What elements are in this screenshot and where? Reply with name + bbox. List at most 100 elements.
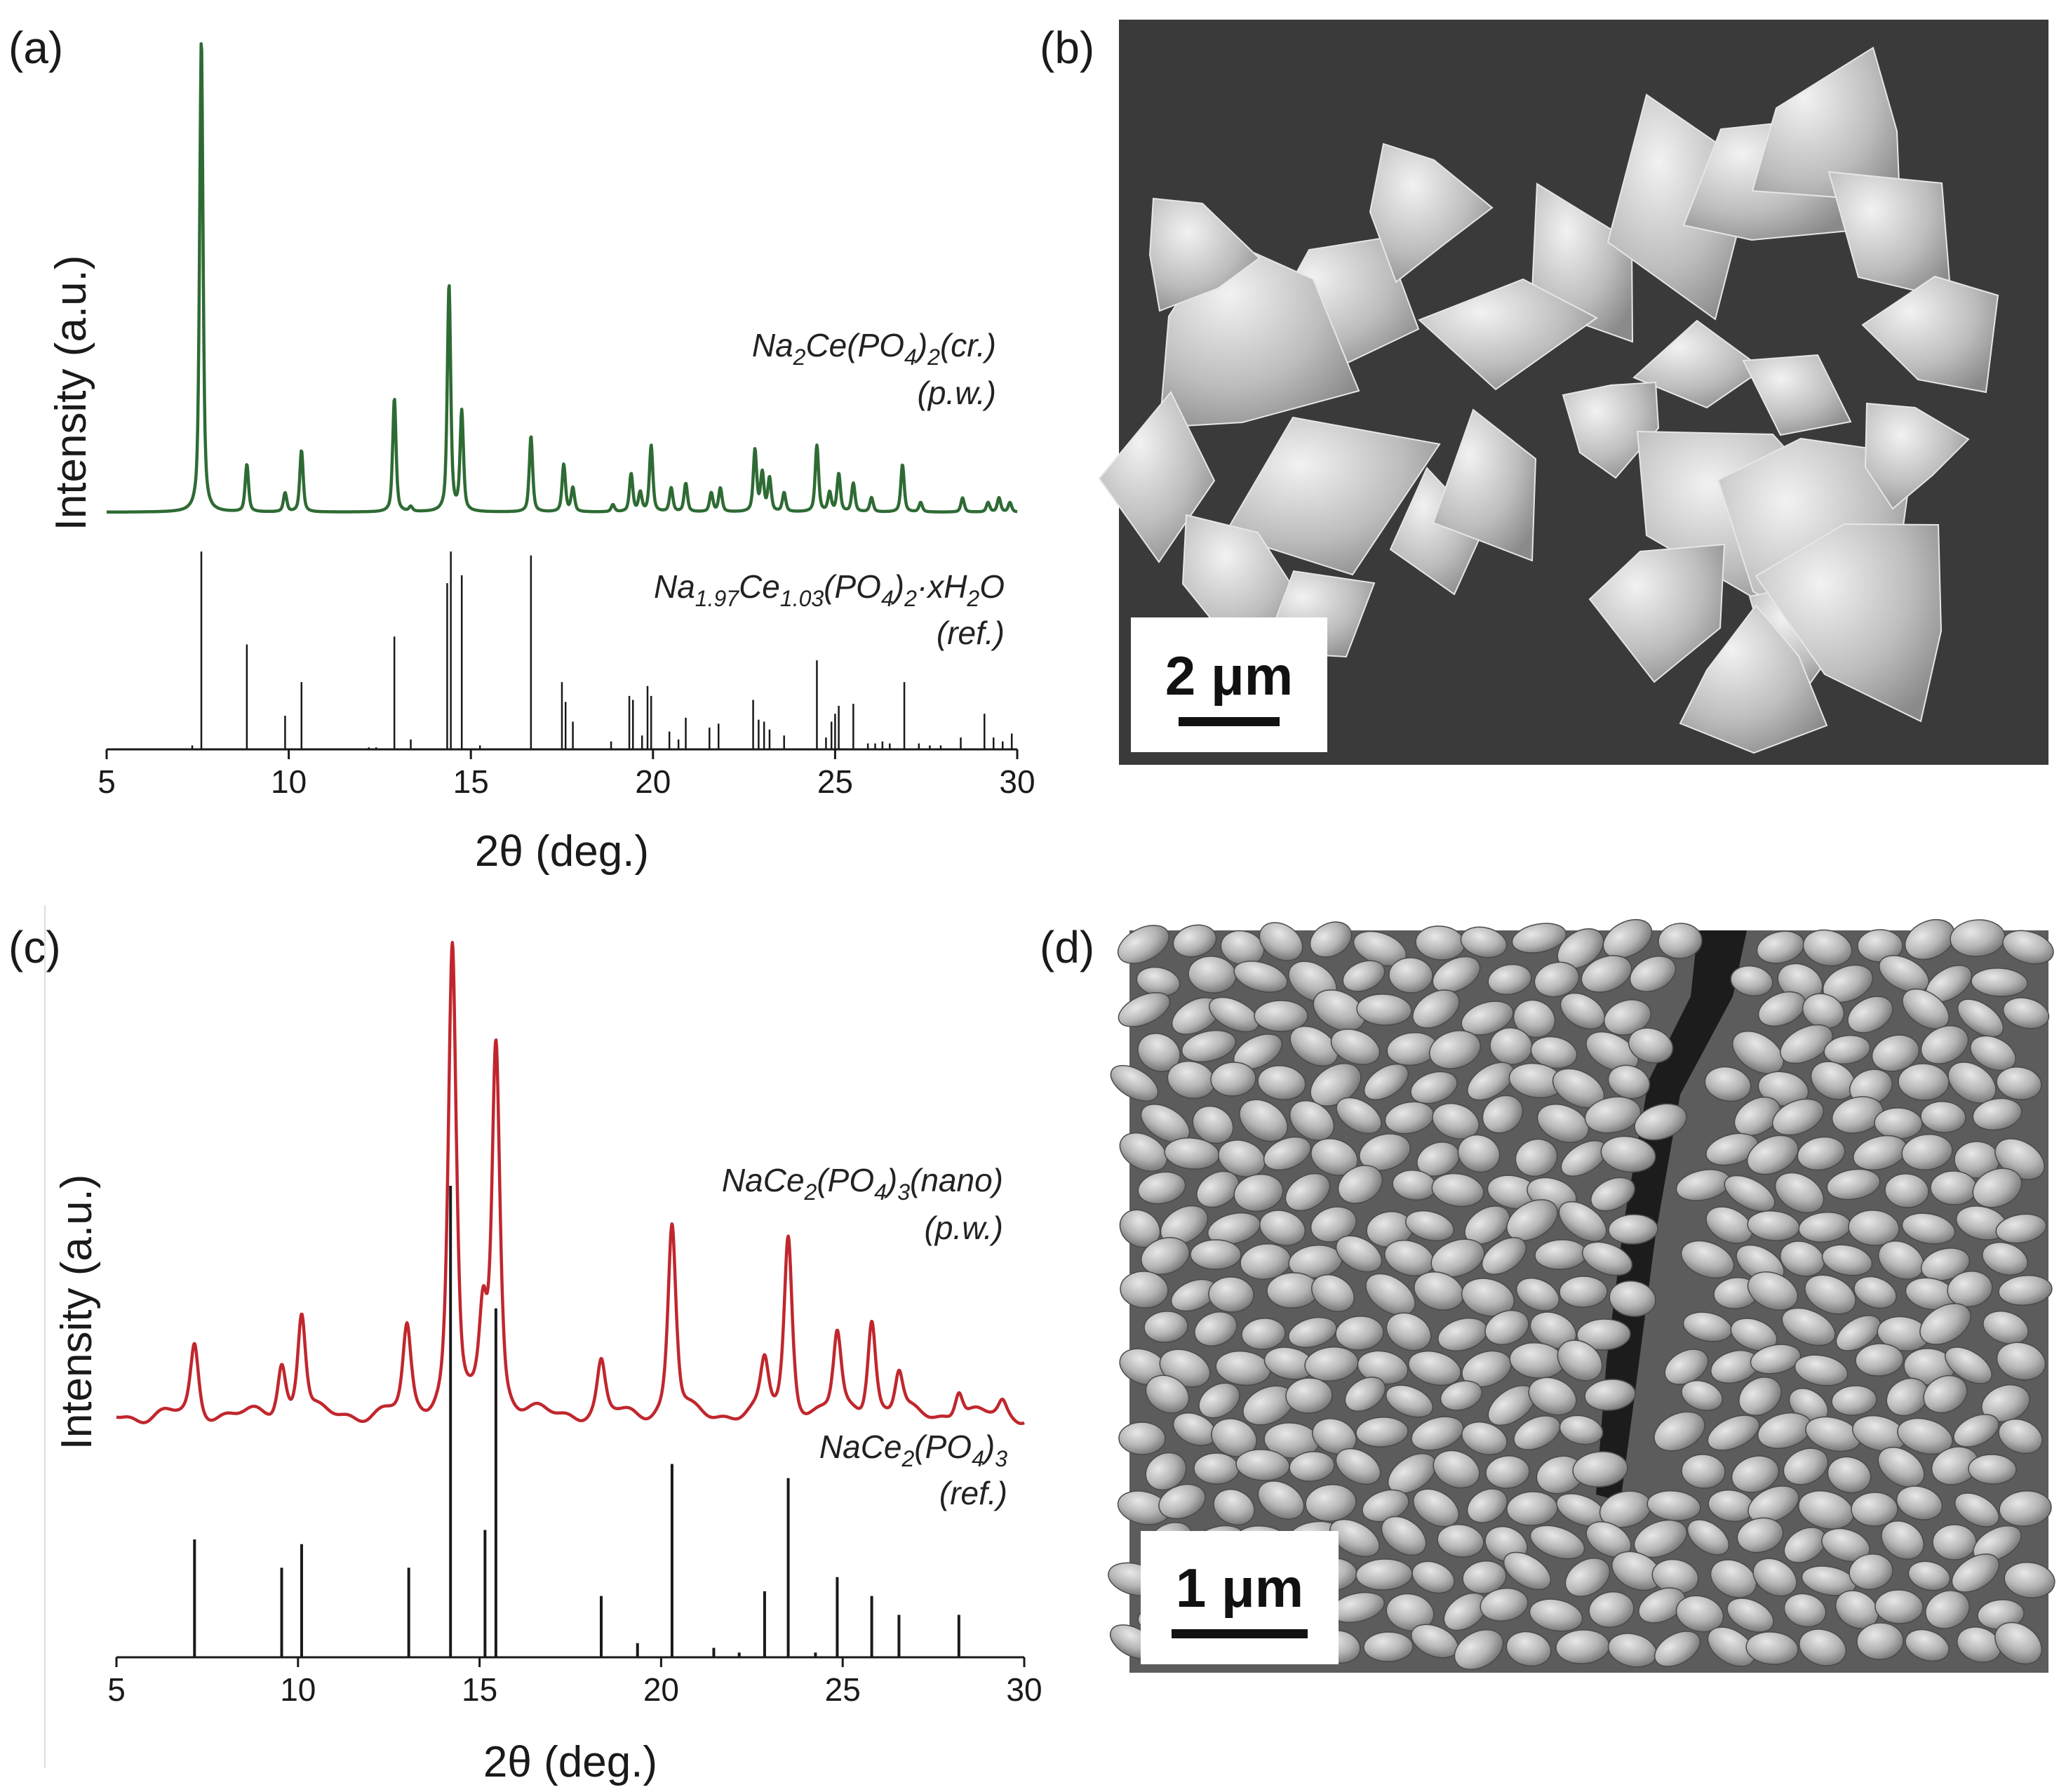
- formula-subscript: 2: [901, 1446, 915, 1471]
- grain: [1437, 1524, 1484, 1558]
- grain: [1947, 1062, 1997, 1104]
- grain: [1385, 1384, 1434, 1418]
- grain: [1898, 1063, 1950, 1101]
- formula-subscript: 2: [804, 1179, 817, 1205]
- grain: [1710, 1559, 1757, 1598]
- panel-d-crack: [1596, 930, 1747, 1502]
- grain: [1996, 1066, 2042, 1100]
- formula-text: (PO: [824, 568, 881, 605]
- panel-b-scale-bar: 2 μm: [1131, 617, 1327, 752]
- grain: [1736, 1517, 1784, 1553]
- grain: [1881, 1520, 1924, 1560]
- panel-b-scale-label: 2 μm: [1165, 645, 1293, 707]
- grain: [1181, 1029, 1237, 1063]
- grain: [1923, 1375, 1968, 1414]
- grain: [1600, 1135, 1656, 1173]
- grain: [1359, 1133, 1411, 1171]
- grain: [1919, 1303, 1971, 1345]
- grain: [1972, 1097, 2023, 1131]
- grain: [1884, 1173, 1929, 1208]
- grain: [1564, 1558, 1611, 1597]
- grain: [1804, 1274, 1856, 1315]
- grain: [1907, 1560, 1951, 1591]
- grain: [1440, 1380, 1483, 1411]
- grain: [1192, 1105, 1234, 1144]
- grain: [1289, 1025, 1339, 1067]
- panel-c-y-axis-title: Intensity (a.u.): [53, 1175, 101, 1450]
- formula-subscript: 4: [881, 586, 894, 611]
- grain: [1748, 1485, 1799, 1523]
- grain: [1388, 957, 1433, 994]
- grain: [1430, 1238, 1485, 1278]
- crystal: [1389, 467, 1485, 596]
- crystal: [1827, 170, 1952, 300]
- grain: [1947, 1271, 1993, 1307]
- grain: [1801, 1565, 1857, 1596]
- grain: [1466, 1488, 1508, 1523]
- grain: [1681, 1454, 1726, 1489]
- grain: [1572, 1451, 1628, 1487]
- grain: [1999, 1490, 2052, 1527]
- grain: [1774, 1172, 1825, 1214]
- grain: [1945, 1346, 1992, 1384]
- grain: [1285, 1172, 1331, 1212]
- grain: [1920, 1248, 1971, 1281]
- grain: [1194, 1311, 1238, 1346]
- grain: [1330, 1029, 1381, 1065]
- grain: [1897, 1417, 1953, 1455]
- grain: [1995, 1213, 2047, 1244]
- formula-text: Ce: [739, 568, 780, 605]
- grain: [1886, 1377, 1929, 1417]
- grain: [1464, 1205, 1510, 1245]
- panel-a: (a) Intensity (a.u.) 5 10 15 20 25 30 2θ (deg…: [8, 22, 1035, 876]
- panel-d-label: (d): [1040, 922, 1094, 972]
- grain: [1957, 1626, 2001, 1663]
- grain: [1877, 1446, 1925, 1488]
- x-tick-label: 15: [453, 763, 489, 800]
- grain: [1481, 1237, 1527, 1275]
- grain: [1726, 1598, 1774, 1633]
- grain: [1686, 1519, 1730, 1556]
- grain: [1503, 1551, 1552, 1591]
- grain: [1584, 1096, 1642, 1134]
- grain: [1485, 1455, 1530, 1489]
- grain: [1996, 1342, 2046, 1381]
- panel-d-scale-line: [1172, 1629, 1308, 1638]
- grain: [1752, 1558, 1797, 1597]
- panel-d-scale-bar: 1 μm: [1141, 1531, 1339, 1664]
- panel-a-plot: 5 10 15 20 25 30: [98, 42, 1035, 800]
- panel-c-x-ticks: 5 10 15 20 25 30: [107, 1657, 1042, 1708]
- grain: [1529, 1598, 1583, 1632]
- grain: [1239, 1099, 1288, 1142]
- grain: [1771, 1098, 1825, 1136]
- panel-c-measured-pattern: [115, 940, 1026, 1426]
- grain: [1309, 921, 1353, 958]
- formula-text: (nano): [910, 1162, 1003, 1198]
- x-tick-label: 20: [635, 763, 671, 800]
- grain: [1874, 1589, 1924, 1624]
- crystal: [1864, 402, 1970, 510]
- crystal: [1679, 604, 1828, 754]
- grain: [1405, 1210, 1454, 1242]
- grain: [1707, 1415, 1760, 1451]
- grain: [1738, 1376, 1782, 1417]
- grain: [1823, 1034, 1871, 1065]
- grain: [1137, 1171, 1186, 1205]
- x-tick-label: 25: [817, 763, 853, 800]
- grain: [1798, 1490, 1854, 1530]
- formula-subscript: 2: [927, 345, 940, 370]
- grain: [1263, 1136, 1312, 1171]
- grain: [1515, 1277, 1560, 1312]
- grain: [1629, 956, 1677, 992]
- grain: [1732, 1031, 1784, 1074]
- grain: [1534, 961, 1580, 998]
- grain: [1856, 1622, 1904, 1660]
- grain: [1137, 1033, 1181, 1072]
- grain: [1707, 1626, 1756, 1667]
- grain: [1634, 1103, 1687, 1141]
- grain: [1259, 922, 1303, 961]
- grain: [1140, 1104, 1191, 1143]
- grain: [1827, 1456, 1872, 1494]
- x-tick-label: 20: [643, 1671, 679, 1708]
